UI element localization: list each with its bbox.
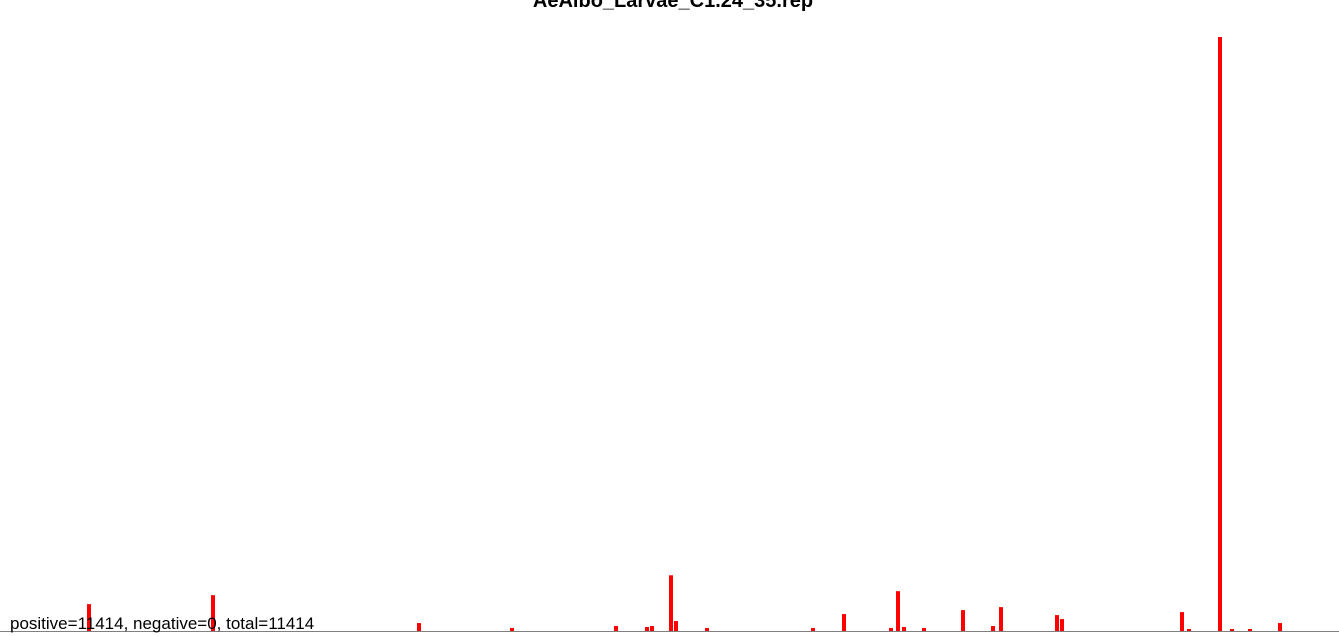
bar-7: [669, 575, 673, 631]
bar-11: [842, 614, 846, 631]
bar-24: [1230, 629, 1234, 631]
bar-8: [674, 621, 678, 631]
bar-2: [417, 623, 421, 631]
summary-counts: positive=11414, negative=0, total=11414: [10, 614, 314, 633]
bar-18: [999, 607, 1003, 631]
bar-10: [811, 628, 815, 631]
bar-19: [1055, 615, 1059, 631]
bar-26: [1278, 623, 1282, 631]
bar-22: [1187, 629, 1191, 631]
bar-6: [650, 626, 654, 631]
bar-12: [889, 628, 893, 631]
bar-14: [902, 627, 906, 631]
bar-13: [896, 591, 900, 631]
bar-23: [1218, 36, 1222, 632]
chart-title: AeAlbo_Larvae_C1.24_35.rep: [533, 0, 813, 12]
bar-4: [614, 626, 618, 631]
bar-3: [510, 628, 514, 631]
bars-group: [87, 36, 1282, 632]
bar-5: [645, 627, 649, 631]
bar-15: [922, 628, 926, 631]
bar-21: [1180, 612, 1184, 631]
bar-17: [991, 626, 995, 631]
bar-1: [211, 595, 215, 631]
bar-16: [961, 610, 965, 631]
bar-25: [1248, 629, 1252, 631]
bar-20: [1060, 619, 1064, 631]
bar-0: [87, 604, 91, 631]
bar-9: [705, 628, 709, 631]
